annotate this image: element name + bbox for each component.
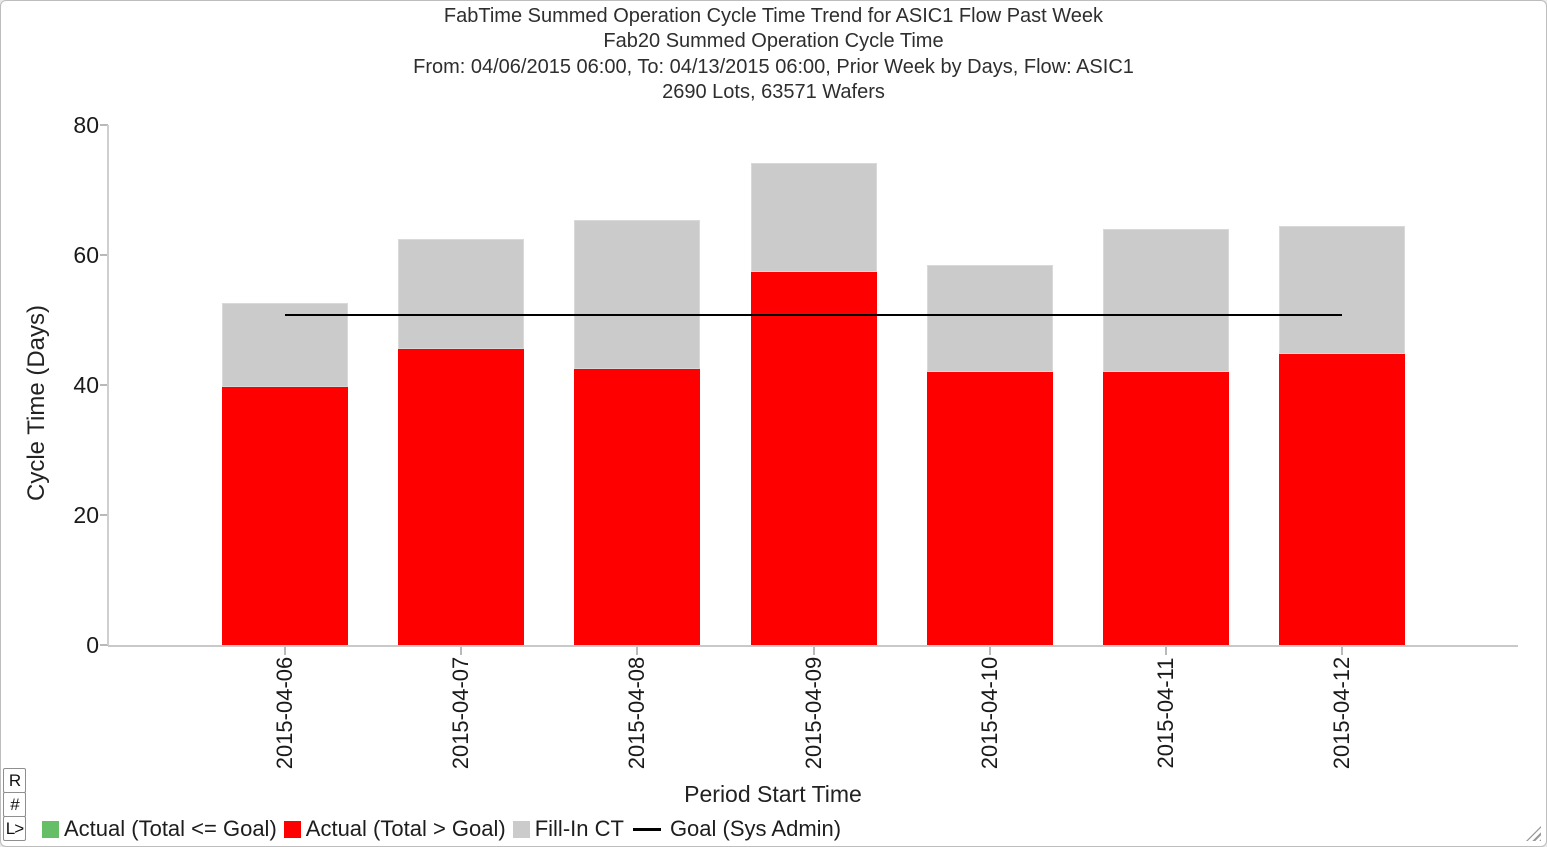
- legend-item: Actual (Total > Goal): [277, 816, 506, 842]
- bar-segment-2015-04-11[interactable]: [1102, 229, 1229, 372]
- y-tick-label: 60: [73, 242, 99, 268]
- legend-swatch-icon: [283, 820, 301, 838]
- toolbar-button-hash[interactable]: #: [3, 792, 26, 817]
- legend-swatch-icon: [512, 820, 530, 838]
- legend-label: Actual (Total <= Goal): [64, 816, 277, 841]
- legend-label: Goal (Sys Admin): [669, 816, 842, 841]
- y-axis-line: [107, 125, 109, 645]
- legend-label: Actual (Total > Goal): [305, 816, 506, 841]
- x-axis-tick: [1341, 646, 1344, 655]
- x-axis-title: Period Start Time: [684, 781, 862, 807]
- y-axis-tick: [100, 124, 108, 126]
- chart-title-line-4: 2690 Lots, 63571 Wafers: [662, 81, 885, 104]
- bar-segment-2015-04-08[interactable]: [574, 219, 701, 369]
- chart-toolbar: R # L>: [3, 768, 26, 841]
- bar-segment-2015-04-09[interactable]: [750, 271, 877, 645]
- bar-segment-2015-04-12[interactable]: [1279, 353, 1406, 645]
- chart-title-line-1: FabTime Summed Operation Cycle Time Tren…: [443, 5, 1104, 27]
- x-tick-label: 2015-04-11: [1152, 657, 1178, 769]
- chart-title-block: FabTime Summed Operation Cycle Time Tren…: [1, 4, 1546, 106]
- toolbar-button-l-arrow[interactable]: L>: [3, 816, 26, 841]
- bar-segment-2015-04-08[interactable]: [574, 368, 701, 645]
- legend-swatch-icon: [42, 820, 59, 838]
- legend-item: Goal (Sys Admin): [624, 816, 841, 842]
- bar-segment-2015-04-09[interactable]: [750, 162, 877, 272]
- bar-segment-2015-04-11[interactable]: [1102, 372, 1229, 645]
- bar-segment-2015-04-07[interactable]: [398, 239, 525, 350]
- y-axis-tick: [100, 254, 108, 256]
- x-axis-tick: [460, 646, 463, 655]
- chart-title-line-3: From: 04/06/2015 06:00, To: 04/13/2015 0…: [413, 55, 1134, 78]
- x-axis-tick: [1164, 646, 1167, 655]
- chart-title-line-2: Fab20 Summed Operation Cycle Time: [603, 30, 944, 53]
- y-axis-tick: [100, 644, 108, 646]
- x-axis-tick: [284, 646, 286, 655]
- chart-legend: Actual (Total <= Goal) Actual (Total > Go…: [35, 814, 841, 844]
- y-axis-tick: [100, 384, 108, 386]
- legend-line-icon: [632, 827, 661, 831]
- y-tick-label: 40: [73, 372, 99, 398]
- x-axis-tick: [636, 646, 639, 655]
- bar-segment-2015-04-10[interactable]: [926, 372, 1053, 645]
- y-axis-tick: [100, 514, 108, 516]
- x-tick-label: 2015-04-07: [448, 656, 474, 770]
- x-tick-label: 2015-04-08: [624, 656, 650, 770]
- x-axis-line: [108, 644, 1518, 647]
- legend-item: Actual (Total <= Goal): [35, 816, 277, 842]
- bar-segment-2015-04-06[interactable]: [222, 386, 348, 645]
- bar-segment-2015-04-06[interactable]: [222, 303, 348, 387]
- goal-line: [285, 314, 1343, 317]
- legend-item: Fill-In CT: [506, 816, 624, 842]
- x-axis-tick: [812, 646, 815, 655]
- y-tick-label: 20: [73, 502, 99, 528]
- x-axis-tick: [988, 646, 991, 655]
- legend-label: Fill-In CT: [534, 816, 624, 841]
- bar-segment-2015-04-12[interactable]: [1279, 225, 1406, 354]
- toolbar-button-r[interactable]: R: [3, 768, 26, 793]
- bar-segment-2015-04-10[interactable]: [926, 264, 1053, 372]
- x-tick-label: 2015-04-09: [800, 656, 826, 770]
- x-tick-label: 2015-04-10: [976, 656, 1002, 770]
- y-tick-label: 80: [73, 112, 99, 138]
- bar-segment-2015-04-07[interactable]: [398, 349, 525, 645]
- x-tick-label: 2015-04-06: [272, 656, 297, 770]
- x-tick-label: 2015-04-12: [1329, 656, 1355, 770]
- y-tick-label: 0: [86, 632, 99, 658]
